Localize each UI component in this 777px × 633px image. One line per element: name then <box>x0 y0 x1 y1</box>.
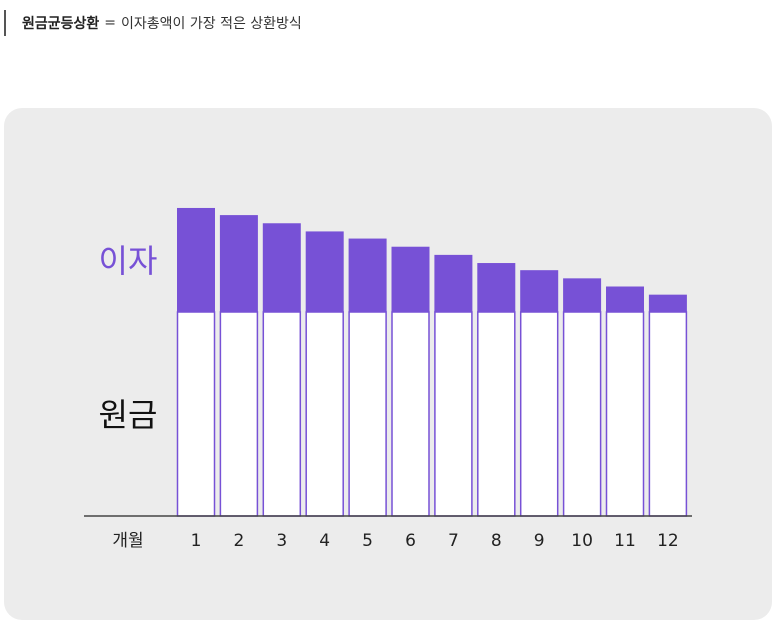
x-tick-label-2: 2 <box>233 531 244 551</box>
interest-bar-3 <box>262 223 301 312</box>
principal-bar-6 <box>391 311 430 517</box>
series-label-interest: 이자 <box>99 242 158 280</box>
interest-bar-2 <box>219 215 258 312</box>
interest-bar-1 <box>177 207 215 312</box>
interest-bar-12 <box>648 294 687 312</box>
x-tick-label-4: 4 <box>319 531 330 551</box>
x-tick-label-5: 5 <box>362 531 373 551</box>
principal-bar-9 <box>519 311 559 517</box>
x-tick-label-8: 8 <box>491 531 502 551</box>
principal-bar-8 <box>477 311 516 517</box>
interest-bar-8 <box>477 263 516 312</box>
interest-bar-11 <box>606 286 644 312</box>
x-tick-label-7: 7 <box>448 531 459 551</box>
interest-bar-7 <box>434 254 473 312</box>
x-tick-label-12: 12 <box>657 531 679 551</box>
x-tick-label-9: 9 <box>534 531 545 551</box>
principal-bar-11 <box>605 311 645 517</box>
caption-description: 이자총액이 가장 적은 상환방식 <box>121 16 302 32</box>
principal-bar-10 <box>562 311 602 517</box>
principal-bar-4 <box>305 311 344 517</box>
principal-bar-2 <box>219 311 259 517</box>
caption: 원금균등상환 = 이자총액이 가장 적은 상환방식 <box>4 10 302 36</box>
interest-bar-6 <box>391 246 430 312</box>
interest-bar-10 <box>563 278 602 312</box>
x-tick-label-6: 6 <box>405 531 416 551</box>
principal-bar-7 <box>434 311 473 517</box>
x-tick-label-10: 10 <box>571 531 593 551</box>
x-tick-label-3: 3 <box>276 531 287 551</box>
x-axis-label: 개월 <box>112 531 143 551</box>
x-tick-label-11: 11 <box>614 531 636 551</box>
interest-bar-4 <box>305 231 344 312</box>
series-label-principal: 원금 <box>99 396 158 434</box>
principal-bar-1 <box>176 311 216 517</box>
x-tick-label-1: 1 <box>191 531 202 551</box>
interest-bar-5 <box>348 238 387 312</box>
principal-bar-3 <box>262 311 302 517</box>
interest-bar-9 <box>520 270 559 312</box>
chart-panel: 1 2 3 4 5 6 7 8 9 10 11 12 개월 이자 원금 <box>4 108 772 620</box>
principal-bar-5 <box>348 311 387 517</box>
principal-bar-12 <box>648 311 688 517</box>
caption-equals: = <box>104 15 117 31</box>
caption-term: 원금균등상환 <box>22 16 100 32</box>
